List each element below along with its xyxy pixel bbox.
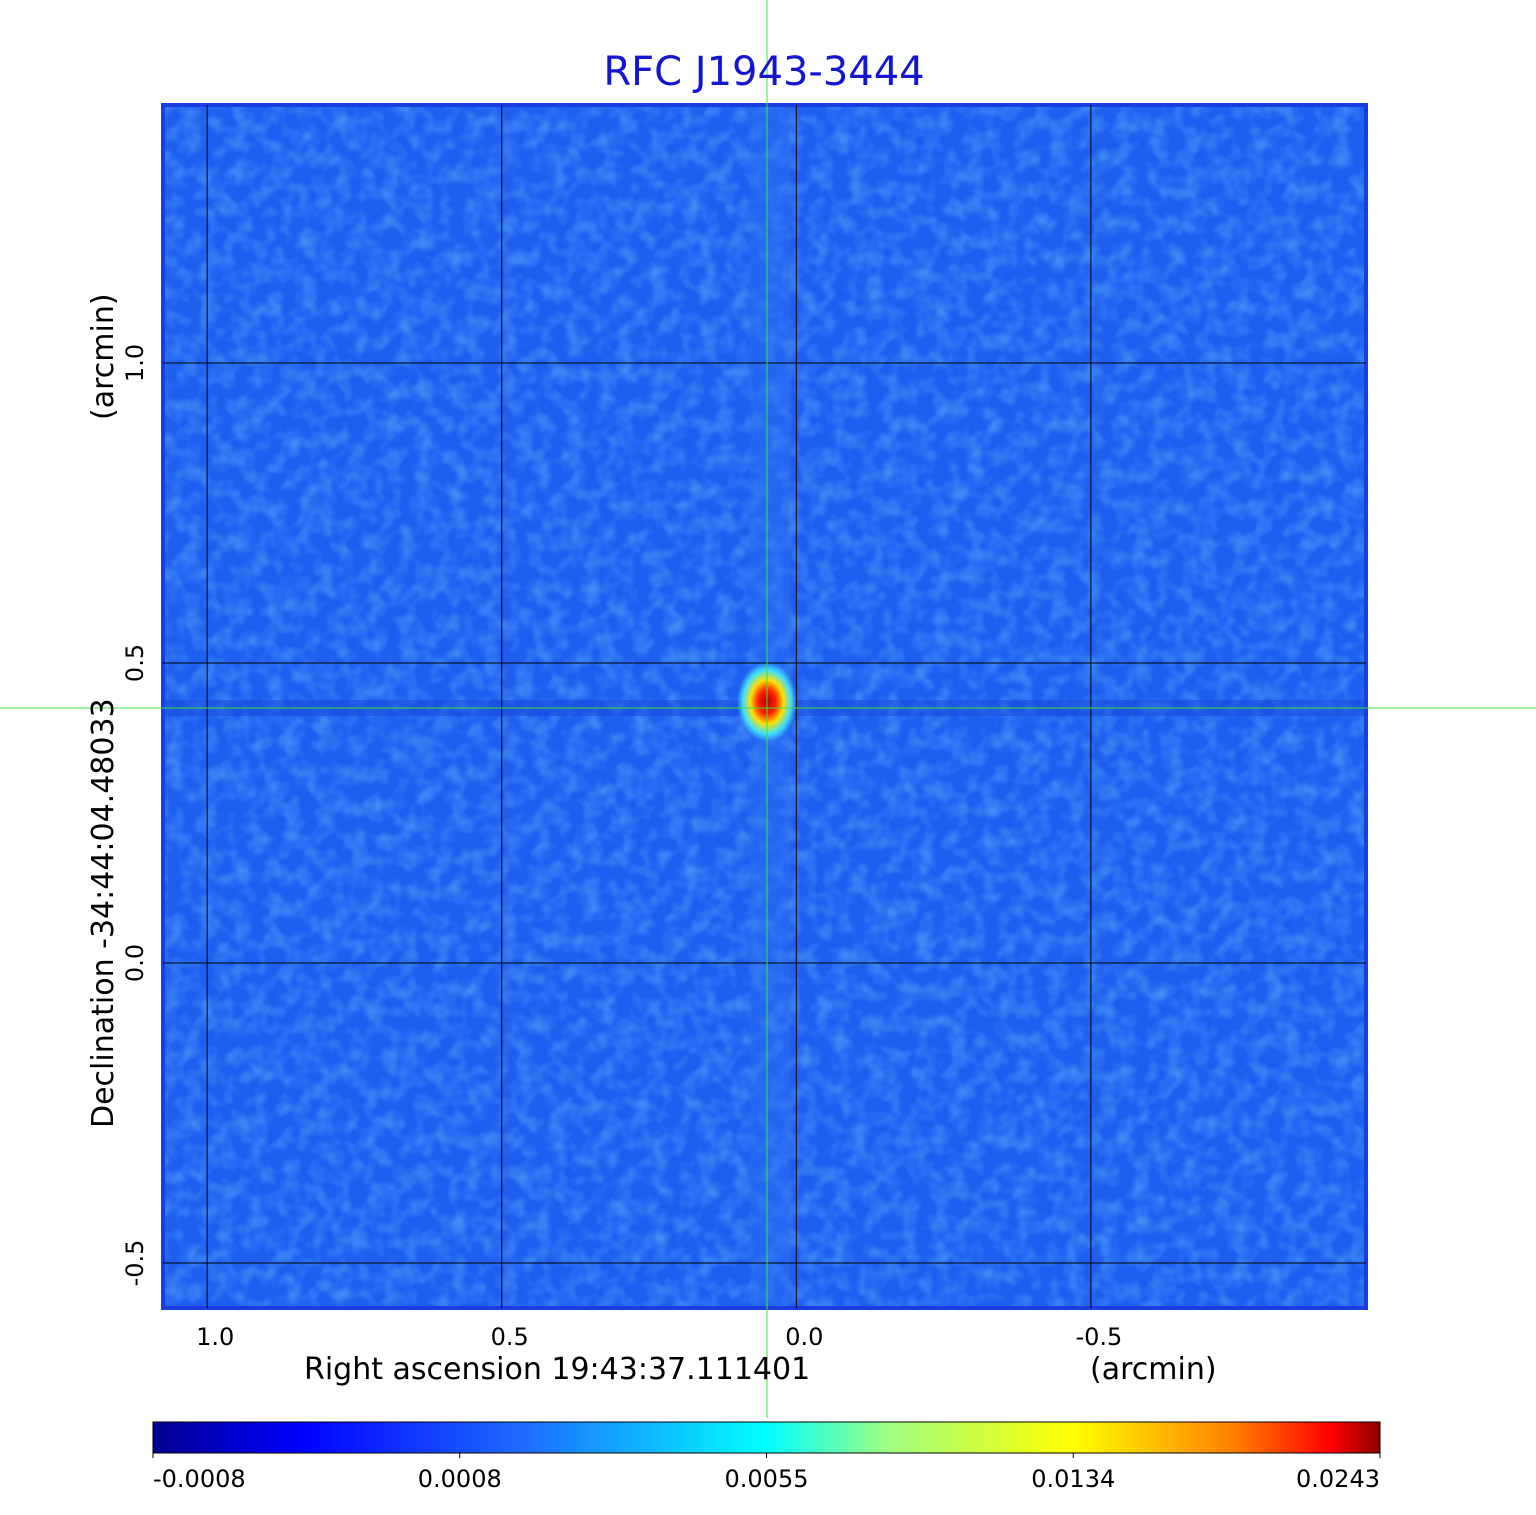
colorbar-tick-label: 0.0134 xyxy=(1031,1465,1115,1493)
y-tick-label: -0.5 xyxy=(121,1240,149,1287)
y-tick-label: 1.0 xyxy=(121,344,149,382)
y-axis-label: Declination -34:44:04.48033 xyxy=(86,698,121,1128)
colorbar-tick-label: 0.0243 xyxy=(1296,1465,1380,1493)
map xyxy=(161,103,1368,1310)
y-tick-label: 0.0 xyxy=(121,944,149,982)
chart-title: RFC J1943-3444 xyxy=(603,49,924,95)
x-tick-label: 0.0 xyxy=(785,1323,823,1351)
x-tick-label: 1.0 xyxy=(196,1323,234,1351)
x-axis-label: Right ascension 19:43:37.111401 xyxy=(304,1352,810,1387)
colorbar-tick-label: 0.0008 xyxy=(418,1465,502,1493)
x-tick-label: -0.5 xyxy=(1075,1323,1122,1351)
colorbar-tick-label: -0.0008 xyxy=(153,1465,246,1493)
y-tick-label: 0.5 xyxy=(121,644,149,682)
y-axis-unit: (arcmin) xyxy=(86,293,121,420)
colorbar xyxy=(152,1421,1381,1454)
grid xyxy=(163,105,1366,1308)
x-tick-label: 0.5 xyxy=(491,1323,529,1351)
map-frame xyxy=(161,103,1368,1310)
x-axis-unit: (arcmin) xyxy=(1090,1352,1217,1387)
colorbar-tick-label: 0.0055 xyxy=(725,1465,809,1493)
